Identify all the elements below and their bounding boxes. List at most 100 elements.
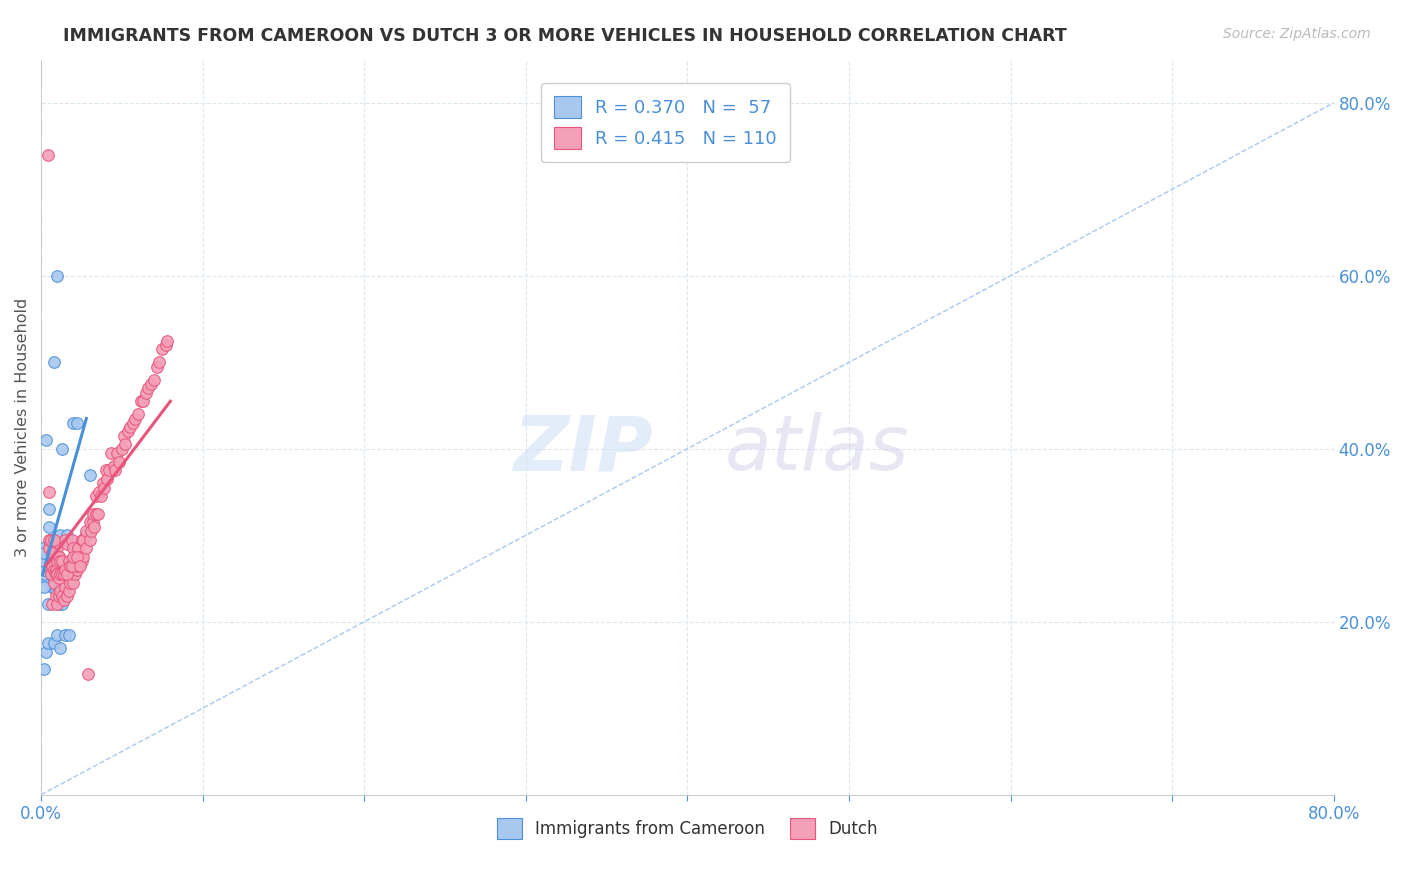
Point bbox=[146, 359, 169, 374]
Text: Source: ZipAtlas.com: Source: ZipAtlas.com bbox=[1223, 27, 1371, 41]
Point bbox=[34, 567, 56, 582]
Point bbox=[42, 636, 65, 650]
Point bbox=[41, 537, 63, 551]
Point bbox=[41, 549, 63, 564]
Point bbox=[90, 489, 112, 503]
Point bbox=[34, 545, 56, 559]
Point bbox=[42, 563, 65, 577]
Point bbox=[143, 373, 166, 387]
Point bbox=[122, 416, 145, 430]
Point bbox=[82, 507, 104, 521]
Point bbox=[118, 420, 141, 434]
Point bbox=[35, 645, 58, 659]
Point bbox=[45, 584, 67, 599]
Point bbox=[42, 575, 65, 590]
Point bbox=[72, 549, 94, 564]
Point bbox=[84, 489, 107, 503]
Point bbox=[51, 589, 73, 603]
Point bbox=[41, 545, 63, 559]
Point bbox=[63, 567, 86, 582]
Point bbox=[41, 533, 63, 547]
Point bbox=[67, 558, 90, 573]
Point bbox=[67, 541, 90, 556]
Point bbox=[39, 537, 62, 551]
Point bbox=[49, 640, 72, 655]
Point bbox=[45, 563, 67, 577]
Point bbox=[117, 425, 139, 439]
Point bbox=[89, 485, 111, 500]
Point bbox=[42, 355, 65, 369]
Point bbox=[45, 533, 67, 547]
Point bbox=[70, 533, 93, 547]
Point bbox=[53, 628, 76, 642]
Point bbox=[59, 575, 82, 590]
Point bbox=[51, 442, 73, 456]
Point bbox=[111, 442, 134, 456]
Point bbox=[62, 549, 84, 564]
Point bbox=[75, 524, 97, 538]
Point bbox=[42, 554, 65, 568]
Point bbox=[46, 554, 69, 568]
Point bbox=[51, 554, 73, 568]
Point bbox=[39, 567, 62, 582]
Point bbox=[58, 584, 80, 599]
Point bbox=[94, 463, 117, 477]
Point bbox=[77, 666, 100, 681]
Point bbox=[56, 567, 79, 582]
Point bbox=[38, 502, 60, 516]
Point bbox=[45, 563, 67, 577]
Point bbox=[135, 385, 157, 400]
Point bbox=[41, 541, 63, 556]
Point bbox=[62, 541, 84, 556]
Point bbox=[60, 567, 83, 582]
Point bbox=[53, 563, 76, 577]
Point bbox=[48, 549, 70, 564]
Point bbox=[46, 541, 69, 556]
Point bbox=[46, 598, 69, 612]
Point bbox=[66, 563, 89, 577]
Point bbox=[100, 446, 122, 460]
Point bbox=[46, 567, 69, 582]
Point bbox=[114, 437, 136, 451]
Point bbox=[82, 516, 104, 530]
Point bbox=[83, 519, 105, 533]
Legend: Immigrants from Cameroon, Dutch: Immigrants from Cameroon, Dutch bbox=[491, 812, 884, 846]
Point bbox=[39, 567, 62, 582]
Y-axis label: 3 or more Vehicles in Household: 3 or more Vehicles in Household bbox=[15, 298, 30, 557]
Point bbox=[37, 598, 59, 612]
Point bbox=[41, 558, 63, 573]
Point bbox=[96, 472, 118, 486]
Point bbox=[127, 407, 149, 421]
Point bbox=[56, 589, 79, 603]
Point bbox=[150, 343, 173, 357]
Point bbox=[48, 598, 70, 612]
Point bbox=[70, 554, 93, 568]
Point bbox=[124, 411, 146, 425]
Point bbox=[31, 572, 53, 586]
Point bbox=[58, 628, 80, 642]
Point bbox=[103, 459, 125, 474]
Point bbox=[41, 598, 63, 612]
Point bbox=[62, 416, 84, 430]
Point bbox=[45, 549, 67, 564]
Text: ZIP: ZIP bbox=[515, 412, 654, 486]
Point bbox=[48, 549, 70, 564]
Point bbox=[34, 662, 56, 676]
Point bbox=[56, 537, 79, 551]
Point bbox=[72, 533, 94, 547]
Point bbox=[63, 549, 86, 564]
Point bbox=[136, 381, 159, 395]
Point bbox=[38, 533, 60, 547]
Point bbox=[79, 467, 101, 482]
Point bbox=[62, 575, 84, 590]
Point bbox=[49, 528, 72, 542]
Point bbox=[39, 545, 62, 559]
Point bbox=[75, 541, 97, 556]
Text: IMMIGRANTS FROM CAMEROON VS DUTCH 3 OR MORE VEHICLES IN HOUSEHOLD CORRELATION CH: IMMIGRANTS FROM CAMEROON VS DUTCH 3 OR M… bbox=[63, 27, 1067, 45]
Point bbox=[84, 507, 107, 521]
Point bbox=[51, 554, 73, 568]
Point bbox=[46, 628, 69, 642]
Point bbox=[42, 567, 65, 582]
Point bbox=[66, 549, 89, 564]
Point bbox=[34, 563, 56, 577]
